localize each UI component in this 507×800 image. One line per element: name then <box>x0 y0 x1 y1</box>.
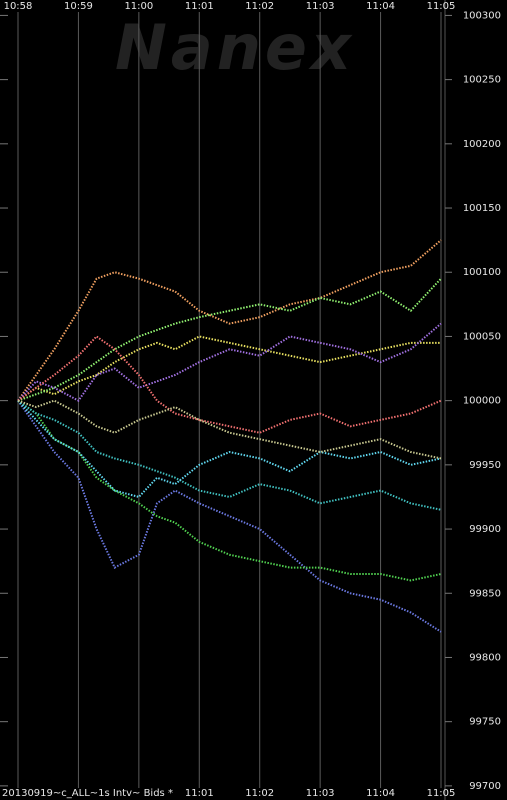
x-tick-label: 11:03 <box>306 1 335 12</box>
x-tick-label: 11:02 <box>245 1 274 12</box>
y-tick-label: 100250 <box>463 75 501 86</box>
series-line <box>17 322 442 402</box>
x-tick-label: 10:59 <box>64 1 93 12</box>
series-line <box>17 335 442 434</box>
x-tick-label: 11:05 <box>427 788 456 799</box>
x-tick-label: 11:05 <box>427 1 456 12</box>
x-tick-label: 11:01 <box>185 1 214 12</box>
y-tick-label: 99950 <box>469 460 501 471</box>
series-line <box>17 399 442 460</box>
x-tick-label: 11:03 <box>306 788 335 799</box>
y-tick-label: 100200 <box>463 139 501 150</box>
y-tick-label: 99800 <box>469 652 501 663</box>
series-line <box>17 335 441 402</box>
y-tick-label: 100100 <box>463 267 501 278</box>
y-tick-label: 100000 <box>463 396 501 407</box>
series-line <box>17 239 442 402</box>
y-tick-label: 100150 <box>463 203 501 214</box>
y-tick-label: 100300 <box>463 10 501 21</box>
x-tick-label: 11:01 <box>185 788 214 799</box>
watermark: Nanex <box>115 11 355 84</box>
x-tick-label: 11:04 <box>366 1 395 12</box>
series-line <box>17 399 442 582</box>
series-line <box>17 400 442 633</box>
y-tick-label: 99850 <box>469 588 501 599</box>
y-tick-label: 100050 <box>463 331 501 342</box>
series-line <box>17 277 442 402</box>
y-tick-label: 99900 <box>469 524 501 535</box>
x-tick-label: 11:00 <box>124 1 153 12</box>
series-line <box>17 399 442 511</box>
series-line <box>17 399 442 499</box>
x-tick-label: 10:58 <box>4 1 33 12</box>
footer: 20130919~c_ALL~1s Intv~ Bids * <box>2 788 173 799</box>
y-tick-label: 99700 <box>469 781 501 792</box>
y-tick-label: 99750 <box>469 717 501 728</box>
x-tick-label: 11:04 <box>366 788 395 799</box>
x-tick-label: 11:02 <box>245 788 274 799</box>
